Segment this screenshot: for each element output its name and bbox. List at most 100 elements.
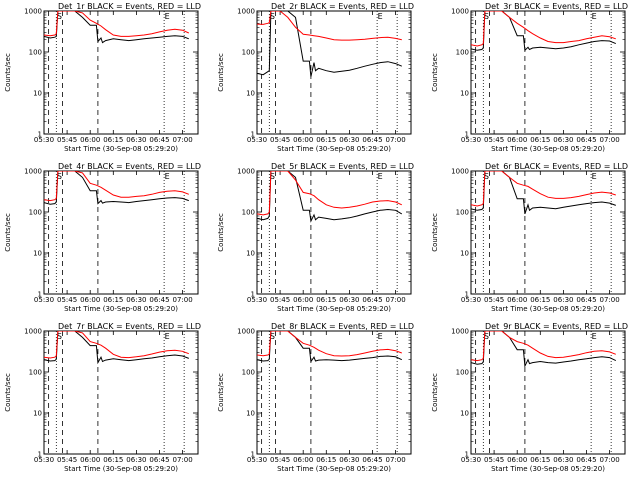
end-marker-label: E bbox=[591, 12, 596, 21]
y-tick-label: 10 bbox=[33, 410, 42, 418]
x-tick-label: 06:30 bbox=[126, 296, 146, 304]
detector-panel: Det_8r BLACK = Events, RED = LLD Counts/s… bbox=[217, 322, 414, 473]
x-tick-label: 06:30 bbox=[126, 456, 146, 464]
x-tick-label: 05:45 bbox=[57, 136, 77, 144]
end-marker-label: E bbox=[165, 12, 170, 21]
y-tick-label: 100 bbox=[242, 49, 255, 57]
x-tick-label: 05:30 bbox=[34, 456, 54, 464]
end-marker-label: E bbox=[591, 332, 596, 341]
panel-title: Det_2r BLACK = Events, RED = LLD bbox=[271, 2, 414, 11]
y-tick-label: 100 bbox=[29, 369, 42, 377]
plot-frame bbox=[470, 10, 626, 135]
panel-title: Det_6r BLACK = Events, RED = LLD bbox=[485, 162, 628, 171]
x-tick-label: 06:30 bbox=[553, 296, 573, 304]
lld-series-line bbox=[44, 11, 190, 37]
lld-series-line bbox=[470, 331, 616, 362]
start-marker-label: S bbox=[484, 332, 489, 341]
lld-series-line bbox=[44, 171, 189, 202]
y-tick-label: 1000 bbox=[238, 8, 256, 16]
x-tick-label: 07:00 bbox=[173, 456, 193, 464]
events-series-line bbox=[257, 171, 403, 223]
x-tick-label: 07:00 bbox=[386, 136, 406, 144]
y-tick-label: 100 bbox=[29, 209, 42, 217]
detector-panel: Det_1r BLACK = Events, RED = LLD Counts/s… bbox=[4, 2, 201, 153]
y-tick-label: 1000 bbox=[451, 8, 469, 16]
x-tick-label: 06:15 bbox=[317, 296, 337, 304]
detector-panel: Det_3r BLACK = Events, RED = LLD Counts/s… bbox=[431, 2, 628, 153]
start-marker-label: S bbox=[270, 172, 275, 181]
x-tick-label: 06:15 bbox=[530, 296, 550, 304]
events-series-line bbox=[44, 11, 189, 44]
lld-series-line bbox=[257, 331, 403, 357]
start-marker-label: S bbox=[484, 12, 489, 21]
plot-frame bbox=[43, 330, 199, 455]
x-tick-label: 05:30 bbox=[247, 136, 267, 144]
x-tick-label: 06:30 bbox=[126, 136, 146, 144]
x-tick-label: 05:30 bbox=[461, 296, 481, 304]
x-tick-label: 05:45 bbox=[57, 456, 77, 464]
y-tick-label: 10 bbox=[460, 410, 469, 418]
x-tick-label: 06:00 bbox=[80, 136, 100, 144]
end-marker-label: E bbox=[165, 172, 170, 181]
x-tick-label: 06:15 bbox=[103, 456, 123, 464]
lld-series-line bbox=[257, 171, 403, 216]
x-tick-label: 06:45 bbox=[576, 136, 596, 144]
x-tick-label: 06:00 bbox=[293, 136, 313, 144]
plot-frame bbox=[470, 170, 626, 295]
x-axis-label: Start Time (30-Sep-08 05:29:20) bbox=[277, 145, 391, 153]
y-tick-label: 1000 bbox=[24, 8, 42, 16]
events-series-line bbox=[44, 331, 189, 365]
y-tick-label: 1 bbox=[38, 131, 42, 139]
y-tick-label: 100 bbox=[242, 369, 255, 377]
x-tick-label: 07:00 bbox=[599, 456, 619, 464]
end-marker-label: E bbox=[165, 332, 170, 341]
x-tick-label: 05:45 bbox=[484, 296, 504, 304]
start-marker-label: S bbox=[270, 332, 275, 341]
y-tick-label: 1 bbox=[38, 291, 42, 299]
start-marker-label: S bbox=[57, 172, 62, 181]
x-tick-label: 06:00 bbox=[293, 296, 313, 304]
x-tick-label: 05:30 bbox=[461, 456, 481, 464]
end-marker-label: E bbox=[378, 332, 383, 341]
panel-title: Det_1r BLACK = Events, RED = LLD bbox=[58, 2, 201, 11]
y-axis-label: Counts/sec bbox=[217, 213, 225, 252]
plot-frame bbox=[256, 170, 412, 295]
plot-frame bbox=[256, 330, 412, 455]
x-tick-label: 06:45 bbox=[576, 456, 596, 464]
x-tick-label: 06:30 bbox=[340, 136, 360, 144]
x-tick-label: 06:15 bbox=[530, 136, 550, 144]
x-tick-label: 06:15 bbox=[317, 456, 337, 464]
x-tick-label: 07:00 bbox=[173, 296, 193, 304]
x-tick-label: 07:00 bbox=[599, 136, 619, 144]
x-tick-label: 06:45 bbox=[576, 296, 596, 304]
x-tick-label: 06:00 bbox=[293, 456, 313, 464]
plot-frame bbox=[256, 10, 412, 135]
y-tick-label: 10 bbox=[246, 90, 255, 98]
y-tick-label: 100 bbox=[455, 49, 468, 57]
y-tick-label: 1000 bbox=[24, 168, 42, 176]
y-tick-label: 1000 bbox=[451, 328, 469, 336]
panel-title: Det_9r BLACK = Events, RED = LLD bbox=[485, 322, 628, 331]
x-axis-label: Start Time (30-Sep-08 05:29:20) bbox=[277, 465, 391, 473]
x-tick-label: 05:45 bbox=[484, 456, 504, 464]
y-tick-label: 10 bbox=[460, 250, 469, 258]
x-tick-label: 06:15 bbox=[317, 136, 337, 144]
y-tick-label: 1 bbox=[251, 131, 255, 139]
x-axis-label: Start Time (30-Sep-08 05:29:20) bbox=[64, 465, 178, 473]
end-marker-label: E bbox=[378, 172, 383, 181]
end-marker-label: E bbox=[591, 172, 596, 181]
start-marker-label: S bbox=[484, 172, 489, 181]
x-tick-label: 07:00 bbox=[599, 296, 619, 304]
lld-series-line bbox=[470, 171, 616, 207]
events-series-line bbox=[470, 331, 616, 368]
lld-series-line bbox=[257, 11, 403, 41]
x-axis-label: Start Time (30-Sep-08 05:29:20) bbox=[64, 305, 178, 313]
detector-panel: Det_5r BLACK = Events, RED = LLD Counts/s… bbox=[217, 162, 414, 313]
x-axis-label: Start Time (30-Sep-08 05:29:20) bbox=[277, 305, 391, 313]
events-series-line bbox=[44, 171, 189, 205]
y-tick-label: 100 bbox=[29, 49, 42, 57]
x-tick-label: 05:45 bbox=[270, 296, 290, 304]
y-tick-label: 1 bbox=[464, 131, 468, 139]
lld-series-line bbox=[44, 331, 189, 359]
x-tick-label: 06:00 bbox=[507, 456, 527, 464]
